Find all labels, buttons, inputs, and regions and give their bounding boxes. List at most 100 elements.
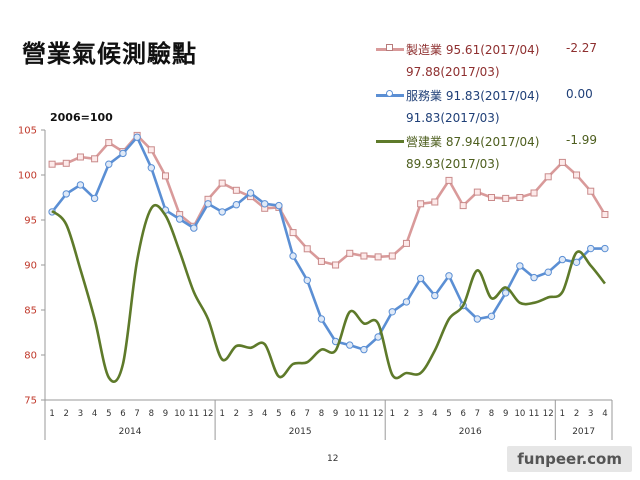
year-label: 2016 — [459, 427, 482, 437]
data-point-circle — [133, 133, 141, 141]
x-tick-label: 8 — [319, 409, 324, 419]
x-tick-label: 5 — [106, 409, 111, 419]
data-point-circle — [105, 160, 113, 168]
legend-item-services-change: 0.00 — [566, 87, 593, 101]
data-point-square — [360, 252, 368, 260]
x-tick-label: 12 — [373, 409, 384, 419]
data-point-square — [161, 172, 169, 180]
x-tick-label: 1 — [560, 409, 565, 419]
y-tick-label: 75 — [24, 396, 37, 407]
data-point-square — [332, 261, 340, 269]
data-point-circle — [275, 201, 283, 210]
data-point-circle — [487, 312, 496, 320]
x-tick-label: 11 — [188, 409, 199, 419]
data-point-circle — [76, 181, 85, 189]
data-point-circle — [431, 291, 439, 300]
x-tick-label: 3 — [248, 409, 253, 419]
data-point-square — [502, 194, 510, 202]
data-point-circle — [147, 164, 156, 172]
x-tick-label: 12 — [203, 409, 214, 419]
data-point-circle — [218, 208, 226, 216]
data-point-circle — [232, 201, 241, 209]
data-point-circle — [190, 224, 198, 232]
data-point-square — [530, 189, 538, 197]
data-point-circle — [62, 190, 70, 198]
data-point-square — [105, 139, 113, 147]
year-label: 2015 — [289, 427, 312, 437]
data-point-square — [417, 200, 425, 208]
x-tick-label: 4 — [92, 409, 97, 419]
x-tick-label: 9 — [163, 409, 168, 419]
series-line-1 — [51, 135, 605, 351]
data-point-square — [218, 179, 226, 187]
x-tick-label: 7 — [305, 409, 310, 419]
data-point-square — [48, 160, 56, 168]
x-tick-label: 3 — [588, 409, 593, 419]
x-tick-label: 6 — [460, 409, 465, 419]
legend-item-construction: 營建業 87.94(2017/04) -1.99 89.93(2017/03) — [376, 130, 638, 176]
data-point-circle — [501, 289, 510, 297]
data-point-circle — [360, 345, 368, 354]
data-point-circle — [445, 272, 453, 280]
data-point-circle — [402, 298, 411, 306]
legend-item-construction-text: 營建業 87.94(2017/04) — [406, 135, 540, 149]
x-tick-label: 6 — [120, 409, 125, 419]
x-tick-label: 10 — [174, 409, 185, 419]
data-point-square — [62, 159, 70, 167]
year-label: 2017 — [572, 427, 595, 437]
x-tick-label: 2 — [574, 409, 579, 419]
x-tick-label: 4 — [432, 409, 437, 419]
legend-item-construction-previous: 89.93(2017/03) — [406, 157, 500, 171]
legend-line-swatch — [376, 140, 404, 143]
data-point-circle — [246, 189, 255, 197]
y-tick-label: 100 — [18, 171, 37, 182]
data-point-circle — [175, 215, 184, 223]
x-tick-label: 1 — [390, 409, 395, 419]
data-point-square — [573, 171, 581, 179]
data-point-circle — [90, 194, 99, 203]
data-point-square — [76, 153, 84, 161]
legend-item-manufacturing-change: -2.27 — [566, 41, 598, 55]
x-tick-label: 3 — [418, 409, 423, 419]
x-tick-label: 1 — [219, 409, 224, 419]
legend-item-services: 服務業 91.83(2017/04) 0.00 91.83(2017/03) — [376, 84, 638, 130]
legend-square-marker-icon — [386, 44, 393, 51]
year-label: 2014 — [119, 427, 142, 437]
x-tick-label: 7 — [475, 409, 480, 419]
x-tick-label: 6 — [290, 409, 295, 419]
data-point-circle — [388, 308, 396, 316]
data-point-square — [91, 155, 99, 163]
data-point-square — [516, 194, 524, 201]
series-line-2 — [51, 203, 606, 383]
page-number: 12 — [327, 454, 339, 464]
y-tick-label: 80 — [24, 351, 37, 362]
watermark-logo: funpeer.com — [507, 446, 632, 472]
x-tick-label: 11 — [359, 409, 370, 419]
chart-series — [48, 131, 609, 383]
data-point-circle — [587, 244, 595, 253]
x-tick-label: 8 — [149, 409, 154, 419]
x-tick-label: 3 — [78, 409, 83, 419]
data-point-circle — [346, 341, 354, 349]
x-tick-label: 4 — [262, 409, 267, 419]
x-tick-label: 7 — [134, 409, 139, 419]
data-point-square — [431, 198, 439, 206]
data-point-square — [388, 252, 396, 260]
data-point-circle — [119, 149, 127, 158]
data-point-square — [317, 257, 325, 265]
data-point-square — [601, 211, 609, 219]
y-tick-label: 90 — [24, 261, 37, 272]
data-point-circle — [473, 315, 482, 323]
x-tick-label: 9 — [503, 409, 508, 419]
data-point-circle — [303, 276, 311, 284]
x-tick-label: 9 — [333, 409, 338, 419]
x-tick-label: 2 — [234, 409, 239, 419]
x-tick-label: 2 — [64, 409, 69, 419]
data-point-circle — [317, 315, 326, 323]
data-point-circle — [530, 273, 538, 282]
data-point-square — [587, 187, 595, 195]
data-point-circle — [601, 244, 609, 253]
base-year-note: 2006=100 — [50, 111, 113, 124]
data-point-square — [445, 176, 453, 184]
